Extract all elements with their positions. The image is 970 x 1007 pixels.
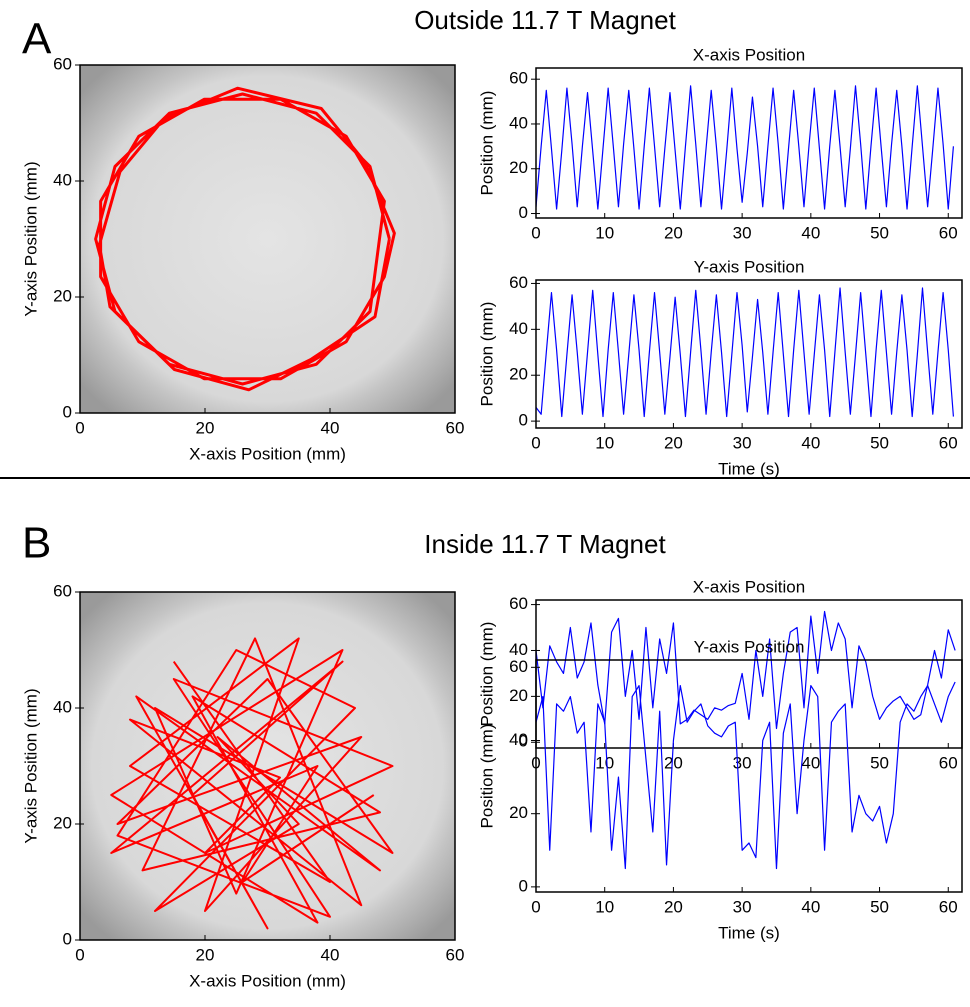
data-line xyxy=(536,610,956,730)
x-tick-label: 60 xyxy=(939,433,958,452)
data-line xyxy=(110,637,394,930)
x-tick-label: 20 xyxy=(664,753,683,772)
x-tick-label: 40 xyxy=(321,418,340,437)
y-tick-label: 40 xyxy=(509,113,528,132)
plot-frame xyxy=(79,591,456,941)
x-tick-label: 20 xyxy=(664,433,683,452)
y-tick-label: 20 xyxy=(509,158,528,177)
y-axis-label: Y-axis Position (mm) xyxy=(21,161,40,316)
plot-frame xyxy=(535,279,963,429)
data-line xyxy=(536,287,955,418)
y-tick-label: 60 xyxy=(509,273,528,292)
y-axis-label: Position (mm) xyxy=(477,302,496,407)
x-tick-label: 10 xyxy=(595,897,614,916)
y-tick-label: 40 xyxy=(53,697,72,716)
data-line xyxy=(94,86,396,392)
x-tick-label: 0 xyxy=(75,418,84,437)
y-tick-label: 60 xyxy=(53,581,72,600)
y-tick-label: 40 xyxy=(509,640,528,659)
panel-label: B xyxy=(22,519,51,568)
x-tick-label: 30 xyxy=(733,223,752,242)
y-tick-label: 20 xyxy=(53,286,72,305)
y-axis-label: Position (mm) xyxy=(477,622,496,727)
x-tick-label: 60 xyxy=(446,418,465,437)
y-tick-label: 40 xyxy=(53,170,72,189)
x-tick-label: 40 xyxy=(801,753,820,772)
x-tick-label: 30 xyxy=(733,897,752,916)
panel-title: Inside 11.7 T Magnet xyxy=(424,529,666,559)
x-tick-label: 50 xyxy=(870,223,889,242)
y-tick-label: 20 xyxy=(509,686,528,705)
x-tick-label: 20 xyxy=(196,945,215,964)
y-axis-label: Y-axis Position (mm) xyxy=(21,688,40,843)
y-axis-label: Position (mm) xyxy=(477,724,496,829)
y-tick-label: 0 xyxy=(63,402,72,421)
chart-title: X-axis Position xyxy=(693,45,805,64)
x-tick-label: 60 xyxy=(939,897,958,916)
panel-title: Outside 11.7 T Magnet xyxy=(414,5,676,35)
x-tick-label: 30 xyxy=(733,433,752,452)
chart-title: Y-axis Position xyxy=(694,637,805,656)
x-tick-label: 10 xyxy=(595,433,614,452)
x-axis-label: Time (s) xyxy=(718,923,780,942)
x-tick-label: 0 xyxy=(531,897,540,916)
y-tick-label: 20 xyxy=(53,813,72,832)
y-tick-label: 0 xyxy=(519,203,528,222)
y-tick-label: 0 xyxy=(519,732,528,751)
y-tick-label: 60 xyxy=(53,54,72,73)
y-tick-label: 40 xyxy=(509,319,528,338)
x-tick-label: 0 xyxy=(531,433,540,452)
x-tick-label: 10 xyxy=(595,753,614,772)
data-line xyxy=(536,85,955,210)
x-tick-label: 40 xyxy=(801,223,820,242)
y-tick-label: 40 xyxy=(509,730,528,749)
y-tick-label: 20 xyxy=(509,803,528,822)
x-axis-label: Time (s) xyxy=(718,459,780,478)
x-axis-label: X-axis Position (mm) xyxy=(189,971,346,990)
x-tick-label: 40 xyxy=(801,433,820,452)
x-tick-label: 50 xyxy=(870,753,889,772)
chart-title: Y-axis Position xyxy=(694,257,805,276)
chart-title: X-axis Position xyxy=(693,577,805,596)
plot-frame xyxy=(79,64,456,414)
panel-label: A xyxy=(22,15,52,64)
y-tick-label: 0 xyxy=(519,411,528,430)
x-tick-label: 0 xyxy=(75,945,84,964)
x-tick-label: 10 xyxy=(595,223,614,242)
dish-photo xyxy=(80,65,455,413)
x-tick-label: 60 xyxy=(939,223,958,242)
plot-frame xyxy=(535,599,963,749)
x-tick-label: 50 xyxy=(870,897,889,916)
x-tick-label: 50 xyxy=(870,433,889,452)
y-tick-label: 20 xyxy=(509,365,528,384)
x-tick-label: 0 xyxy=(531,223,540,242)
x-axis-label: X-axis Position (mm) xyxy=(189,444,346,463)
x-tick-label: 30 xyxy=(733,753,752,772)
y-axis-label: Position (mm) xyxy=(477,91,496,196)
x-tick-label: 20 xyxy=(664,223,683,242)
x-tick-label: 40 xyxy=(321,945,340,964)
y-tick-label: 60 xyxy=(509,657,528,676)
y-tick-label: 0 xyxy=(63,929,72,948)
x-tick-label: 60 xyxy=(446,945,465,964)
plot-frame xyxy=(535,659,963,893)
y-tick-label: 60 xyxy=(509,69,528,88)
y-tick-label: 0 xyxy=(519,876,528,895)
x-tick-label: 60 xyxy=(939,753,958,772)
x-tick-label: 40 xyxy=(801,897,820,916)
dish-photo xyxy=(80,592,455,940)
data-line xyxy=(536,681,956,870)
x-tick-label: 20 xyxy=(664,897,683,916)
y-tick-label: 60 xyxy=(509,594,528,613)
plot-frame xyxy=(535,67,963,219)
x-tick-label: 20 xyxy=(196,418,215,437)
